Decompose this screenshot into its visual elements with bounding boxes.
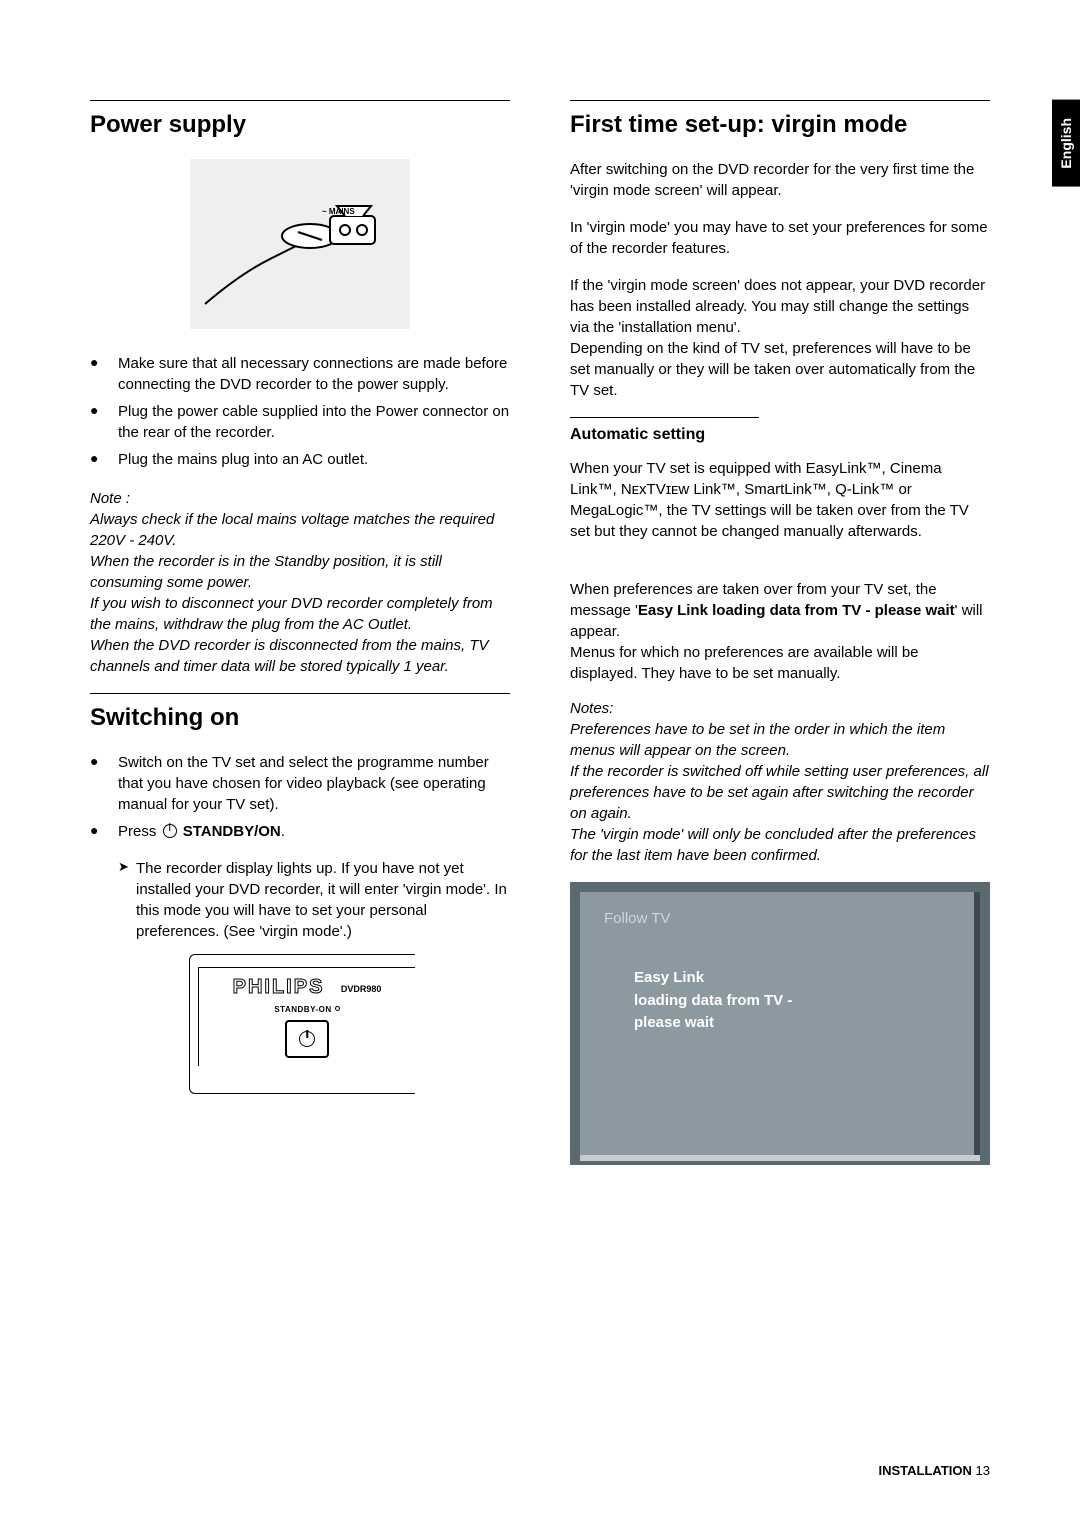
left-column: Power supply ~ MAINS Make sure that all … — [90, 100, 510, 1165]
notes-label: Notes: — [570, 700, 990, 717]
bullet-item: Switch on the TV set and select the prog… — [90, 752, 510, 815]
screen-panel: Follow TV Easy Link loading data from TV… — [570, 882, 990, 1165]
mains-illustration: ~ MAINS — [190, 159, 410, 329]
power-icon — [163, 824, 177, 838]
note-label: Note : — [90, 490, 510, 507]
virgin-mode-heading: First time set-up: virgin mode — [570, 100, 990, 139]
paragraph: When preferences are taken over from you… — [570, 558, 990, 684]
power-supply-heading: Power supply — [90, 100, 510, 139]
sub-bullet: The recorder display lights up. If you h… — [90, 858, 510, 942]
note-body: Always check if the local mains voltage … — [90, 509, 510, 677]
standby-label: STANDBY-ON — [199, 1005, 415, 1014]
automatic-setting-heading: Automatic setting — [570, 417, 759, 444]
paragraph: If the 'virgin mode screen' does not app… — [570, 275, 990, 401]
paragraph: In 'virgin mode' you may have to set you… — [570, 217, 990, 259]
bullet-item: Make sure that all necessary connections… — [90, 353, 510, 395]
screen-title: Follow TV — [604, 910, 956, 927]
mains-label: ~ MAINS — [322, 207, 355, 216]
standby-button-graphic — [285, 1020, 329, 1058]
notes-body: Preferences have to be set in the order … — [570, 719, 990, 866]
switching-on-bullets: Switch on the TV set and select the prog… — [90, 752, 510, 842]
language-tab: English — [1052, 100, 1080, 187]
page-content: Power supply ~ MAINS Make sure that all … — [90, 100, 990, 1165]
page-footer: INSTALLATION 13 — [879, 1463, 991, 1478]
philips-logo: PHILIPS — [233, 976, 325, 999]
power-icon — [299, 1031, 315, 1047]
screen-message: Easy Link loading data from TV - please … — [604, 967, 956, 1035]
device-model: DVDR980 — [341, 984, 382, 994]
power-supply-bullets: Make sure that all necessary connections… — [90, 353, 510, 470]
paragraph: When your TV set is equipped with EasyLi… — [570, 458, 990, 542]
switching-on-heading: Switching on — [90, 693, 510, 732]
paragraph: After switching on the DVD recorder for … — [570, 159, 990, 201]
device-illustration: PHILIPS DVDR980 STANDBY-ON — [185, 954, 415, 1094]
bullet-item: Plug the power cable supplied into the P… — [90, 401, 510, 443]
bullet-item: Plug the mains plug into an AC outlet. — [90, 449, 510, 470]
right-column: First time set-up: virgin mode After swi… — [570, 100, 990, 1165]
bullet-item: Press STANDBY/ON. — [90, 821, 510, 842]
